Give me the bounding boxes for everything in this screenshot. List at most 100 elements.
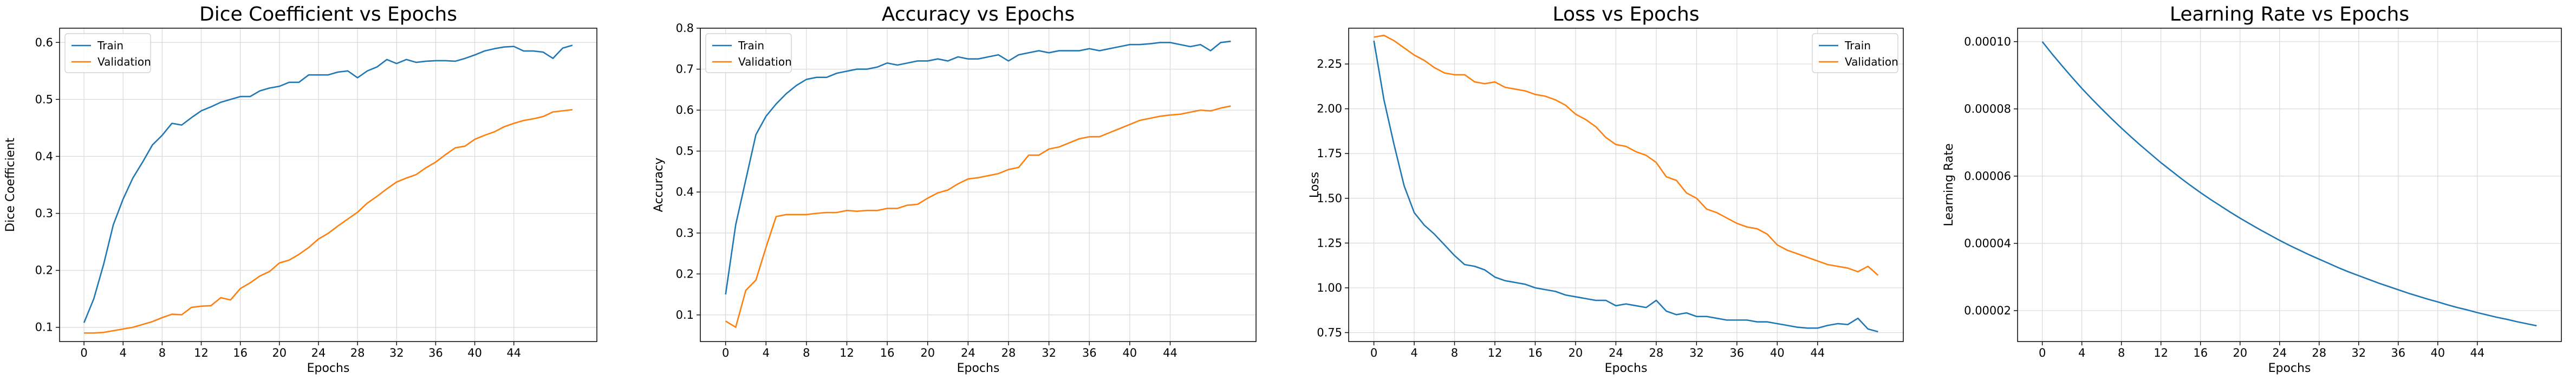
y-tick-label: 0.00010 (1964, 35, 2011, 48)
x-tick-label: 28 (1001, 346, 1016, 359)
series-layer (1373, 34, 1879, 333)
legend: Train Validation (1812, 33, 1898, 73)
chart-title: Dice Coefficient vs Epochs (199, 3, 457, 25)
learning-rate-panel: 0 4 8 12 16 20 24 28 32 36 40 44 0.00002 0.00004 0.00… (1932, 0, 2576, 384)
y-ticks: 0.75 1.00 1.25 1.50 1.75 2.00 2.25 (1317, 57, 1349, 339)
x-tick-label: 12 (840, 346, 854, 359)
y-tick-label: 0.4 (35, 150, 53, 163)
y-tick-label: 0.1 (676, 308, 694, 321)
x-tick-label: 4 (1410, 346, 1417, 359)
y-tick-label: 0.00004 (1964, 237, 2011, 250)
series-line-train (83, 44, 573, 323)
x-tick-label: 20 (2233, 346, 2247, 359)
x-tick-label: 32 (389, 346, 404, 359)
legend-box (705, 33, 792, 73)
x-tick-label: 24 (311, 346, 326, 359)
y-tick-label: 0.00006 (1964, 170, 2011, 183)
x-tick-label: 40 (1122, 346, 1137, 359)
legend: Train Validation (705, 33, 792, 73)
x-ticks: 0 4 8 12 16 20 24 28 32 36 40 44 (722, 342, 1178, 359)
x-tick-label: 40 (467, 346, 482, 359)
chart-title: Accuracy vs Epochs (882, 3, 1075, 25)
x-tick-label: 12 (194, 346, 209, 359)
x-tick-label: 36 (2391, 346, 2405, 359)
x-axis-label: Epochs (957, 362, 1000, 375)
y-tick-label: 0.2 (676, 267, 694, 280)
series-line-validation (1374, 34, 1879, 276)
grid (60, 28, 597, 342)
y-tick-label: 0.5 (35, 93, 53, 106)
x-tick-label: 16 (2193, 346, 2208, 359)
y-tick-label: 0.3 (676, 227, 694, 240)
y-tick-label: 0.2 (35, 264, 53, 277)
x-tick-label: 32 (1689, 346, 1704, 359)
loss-panel: 0 4 8 12 16 20 24 28 32 36 40 44 0.75 1.00 1.25 1.50 1.… (1288, 0, 1932, 384)
x-tick-label: 4 (2078, 346, 2085, 359)
grid (700, 28, 1256, 342)
x-tick-label: 24 (2272, 346, 2287, 359)
x-tick-label: 28 (350, 346, 365, 359)
x-tick-label: 44 (1810, 346, 1825, 359)
x-tick-label: 32 (2351, 346, 2366, 359)
plot-area (1349, 28, 1903, 342)
series-line-validation (84, 108, 573, 334)
y-tick-label: 2.00 (1317, 102, 1342, 115)
loss-chart: 0 4 8 12 16 20 24 28 32 36 40 44 0.75 1.00 1.25 1.50 1.… (1308, 3, 1904, 375)
x-tick-label: 16 (1528, 346, 1543, 359)
grid (2018, 28, 2561, 342)
y-tick-label: 0.6 (35, 36, 53, 49)
legend-label: Validation (97, 55, 151, 68)
accuracy-chart: 0 4 8 12 16 20 24 28 32 36 40 44 0.1 0.2 0.3 0.4 0.5 0.6… (652, 3, 1257, 375)
y-tick-label: 2.25 (1317, 57, 1342, 70)
x-tick-label: 0 (722, 346, 729, 359)
legend-label: Train (97, 39, 123, 52)
x-tick-label: 24 (1609, 346, 1623, 359)
x-tick-label: 8 (159, 346, 166, 359)
x-tick-label: 0 (2039, 346, 2046, 359)
series-line-train (725, 40, 1231, 295)
plot-area (2018, 28, 2561, 342)
y-tick-label: 0.75 (1317, 326, 1342, 339)
chart-title: Loss vs Epochs (1553, 3, 1700, 25)
series-line-learning-rate (2041, 41, 2537, 327)
x-tick-label: 28 (2312, 346, 2326, 359)
y-axis-label: Learning Rate (1942, 144, 1956, 227)
x-ticks: 0 4 8 12 16 20 24 28 32 36 40 44 (2039, 342, 2484, 359)
x-tick-label: 0 (80, 346, 87, 359)
y-ticks: 0.1 0.2 0.3 0.4 0.5 0.6 0.7 0.8 (676, 22, 700, 321)
x-tick-label: 40 (1770, 346, 1785, 359)
x-tick-label: 40 (2430, 346, 2445, 359)
x-tick-label: 36 (1729, 346, 1744, 359)
x-tick-label: 8 (2118, 346, 2125, 359)
x-tick-label: 28 (1649, 346, 1663, 359)
y-tick-label: 0.5 (676, 145, 694, 158)
x-tick-label: 44 (2470, 346, 2484, 359)
x-tick-label: 20 (1569, 346, 1583, 359)
x-tick-label: 0 (1370, 346, 1377, 359)
x-tick-label: 36 (1082, 346, 1097, 359)
legend-label: Train (1844, 39, 1871, 52)
x-tick-label: 8 (803, 346, 810, 359)
plot-frame (700, 28, 1257, 342)
y-tick-label: 1.50 (1317, 192, 1342, 205)
plot-area (700, 28, 1256, 342)
series-layer (83, 44, 573, 334)
dice-chart: 0 4 8 12 16 20 24 28 32 36 40 44 0.1 0.2 0.3 0.4 0.5 0.6… (4, 3, 597, 375)
x-tick-label: 44 (506, 346, 521, 359)
y-ticks: 0.1 0.2 0.3 0.4 0.5 0.6 (35, 36, 60, 334)
y-tick-label: 0.6 (676, 104, 694, 117)
plot-frame (2017, 28, 2562, 342)
grid (1349, 28, 1903, 342)
x-tick-label: 20 (920, 346, 935, 359)
x-tick-label: 36 (428, 346, 443, 359)
x-axis-label: Epochs (307, 362, 350, 375)
legend-box (1812, 33, 1898, 73)
legend-box (64, 33, 151, 73)
y-axis-label: Loss (1308, 172, 1322, 198)
x-tick-label: 4 (763, 346, 770, 359)
plot-frame (1348, 28, 1904, 342)
series-layer (725, 40, 1231, 328)
plot-frame (59, 28, 597, 342)
series-layer (2041, 41, 2537, 327)
